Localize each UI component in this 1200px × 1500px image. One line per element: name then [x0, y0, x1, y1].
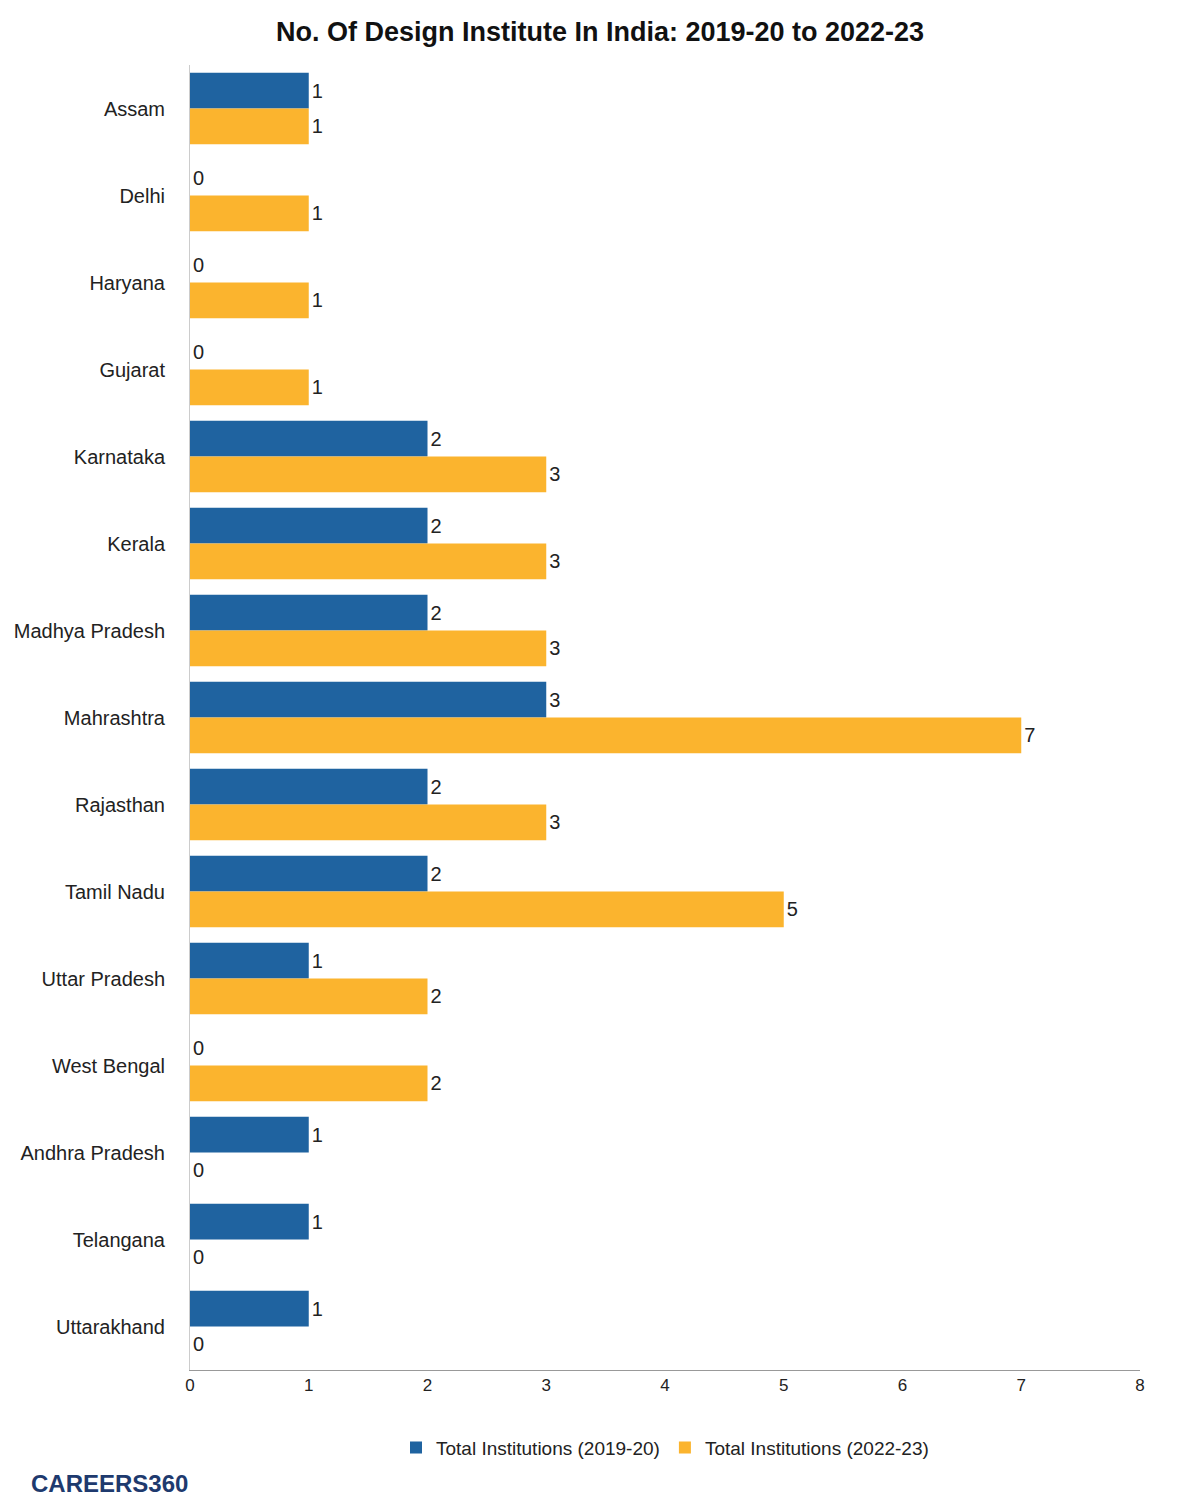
svg-text:Assam: Assam	[104, 98, 165, 120]
svg-text:1: 1	[312, 1124, 323, 1146]
svg-text:0: 0	[193, 254, 204, 276]
svg-text:Tamil Nadu: Tamil Nadu	[65, 881, 165, 903]
svg-text:Madhya Pradesh: Madhya Pradesh	[14, 620, 165, 642]
svg-text:3: 3	[542, 1376, 551, 1395]
svg-text:2: 2	[431, 776, 442, 798]
svg-text:1: 1	[312, 202, 323, 224]
svg-text:Rajasthan: Rajasthan	[75, 794, 165, 816]
svg-text:Uttarakhand: Uttarakhand	[56, 1316, 165, 1338]
svg-text:0: 0	[193, 1246, 204, 1268]
svg-text:2: 2	[431, 428, 442, 450]
svg-text:4: 4	[660, 1376, 669, 1395]
svg-text:No. Of Design Institute In Ind: No. Of Design Institute In India: 2019-2…	[276, 17, 924, 47]
svg-text:1: 1	[312, 1211, 323, 1233]
svg-text:1: 1	[312, 376, 323, 398]
svg-text:6: 6	[898, 1376, 907, 1395]
svg-text:Uttar Pradesh: Uttar Pradesh	[42, 968, 165, 990]
svg-text:5: 5	[787, 898, 798, 920]
svg-text:5: 5	[779, 1376, 788, 1395]
svg-text:1: 1	[312, 289, 323, 311]
svg-text:3: 3	[549, 463, 560, 485]
svg-text:2: 2	[431, 602, 442, 624]
svg-text:Andhra Pradesh: Andhra Pradesh	[20, 1142, 165, 1164]
svg-text:1: 1	[312, 80, 323, 102]
svg-text:2: 2	[431, 985, 442, 1007]
svg-text:7: 7	[1017, 1376, 1026, 1395]
svg-text:CAREERS360: CAREERS360	[31, 1470, 188, 1497]
svg-text:Karnataka: Karnataka	[74, 446, 166, 468]
svg-text:Total Institutions (2022-23): Total Institutions (2022-23)	[705, 1438, 929, 1459]
svg-text:Mahrashtra: Mahrashtra	[64, 707, 166, 729]
svg-text:1: 1	[312, 1298, 323, 1320]
svg-text:0: 0	[193, 1159, 204, 1181]
svg-text:2: 2	[431, 1072, 442, 1094]
svg-text:1: 1	[312, 115, 323, 137]
svg-text:0: 0	[193, 1333, 204, 1355]
svg-text:Telangana: Telangana	[73, 1229, 166, 1251]
svg-text:Delhi: Delhi	[119, 185, 165, 207]
svg-text:2: 2	[431, 863, 442, 885]
svg-text:0: 0	[193, 167, 204, 189]
svg-text:2: 2	[431, 515, 442, 537]
svg-text:3: 3	[549, 550, 560, 572]
svg-text:0: 0	[193, 1037, 204, 1059]
svg-text:West Bengal: West Bengal	[52, 1055, 165, 1077]
svg-text:0: 0	[193, 341, 204, 363]
svg-text:Total Institutions (2019-20): Total Institutions (2019-20)	[436, 1438, 660, 1459]
svg-text:3: 3	[549, 689, 560, 711]
svg-text:Haryana: Haryana	[89, 272, 165, 294]
svg-text:7: 7	[1024, 724, 1035, 746]
svg-text:1: 1	[304, 1376, 313, 1395]
svg-text:Gujarat: Gujarat	[99, 359, 165, 381]
svg-text:Kerala: Kerala	[107, 533, 166, 555]
svg-text:1: 1	[312, 950, 323, 972]
svg-text:8: 8	[1135, 1376, 1144, 1395]
svg-text:3: 3	[549, 811, 560, 833]
svg-text:0: 0	[185, 1376, 194, 1395]
svg-text:3: 3	[549, 637, 560, 659]
svg-text:2: 2	[423, 1376, 432, 1395]
